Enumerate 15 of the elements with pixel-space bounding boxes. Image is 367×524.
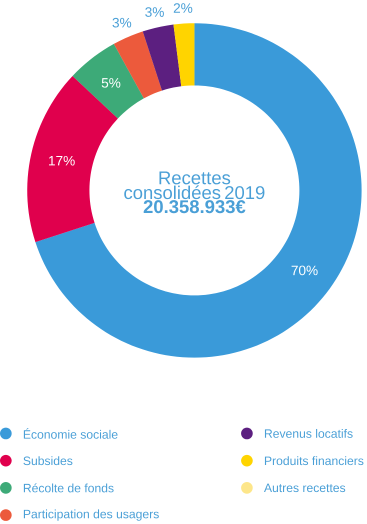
legend-label: Autres recettes [264,484,346,492]
legend-label: Produits financiers [264,456,364,466]
data-label: 3% [112,18,132,28]
legend-label: Participation des usagers [24,509,159,521]
data-label: 70% [292,266,318,276]
text: Recettes consolidées 2019 [124,172,264,200]
data-label: 2% [174,3,192,13]
legend-label: Revenus locatifs [264,428,353,438]
data-label: 3% [145,7,164,17]
data-label: 17% [48,156,75,166]
text: 20.358.933€ [144,200,246,214]
legend-label: Économie sociale [24,428,118,439]
legend-label: Subsides [23,456,72,466]
data-label: 5% [102,78,120,88]
legend-label: Récolte de fonds [24,483,114,492]
